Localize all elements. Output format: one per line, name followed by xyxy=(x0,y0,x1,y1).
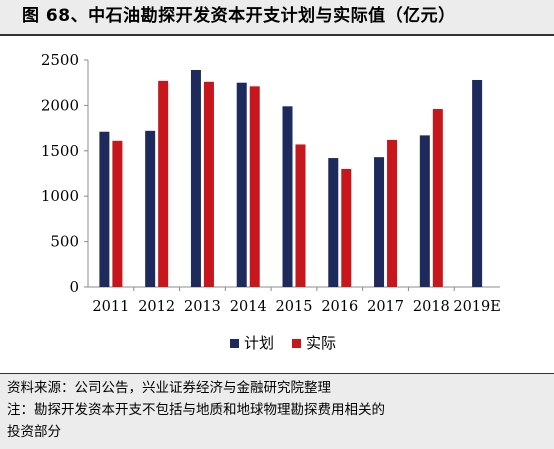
bar-plan-2019E xyxy=(472,79,483,287)
legend-swatch-plan xyxy=(230,339,239,348)
bar-actual-2013 xyxy=(203,81,214,288)
x-tick-label: 2016 xyxy=(321,299,358,315)
bar-plan-2011 xyxy=(99,131,110,287)
bar-plan-2013 xyxy=(190,69,201,287)
bar-plan-2016 xyxy=(328,158,339,287)
x-tick-label: 2012 xyxy=(138,299,175,315)
y-tick-label: 2500 xyxy=(41,51,79,69)
title-bar: 图 68、中石油勘探开发资本开支计划与实际值（亿元） xyxy=(0,0,554,34)
bar-actual-2016 xyxy=(341,168,352,287)
y-tick-label: 500 xyxy=(50,233,79,251)
legend-swatch-actual xyxy=(292,339,301,348)
x-tick-label: 2013 xyxy=(184,299,221,315)
bar-actual-2011 xyxy=(112,140,123,287)
source-text: 资料来源：公司公告，兴业证券经济与金融研究院整理 xyxy=(7,380,331,396)
bar-actual-2015 xyxy=(295,144,306,287)
y-tick-label: 1500 xyxy=(41,142,79,160)
bar-plan-2012 xyxy=(145,130,156,287)
bar-actual-2017 xyxy=(387,139,398,287)
legend-label-plan: 计划 xyxy=(244,334,274,352)
bar-chart: 0 500 1000 1500 2000 2500 2011 2012 2013 2014 2015… xyxy=(41,51,501,352)
x-tick-label: 2014 xyxy=(230,299,267,315)
x-tick-label: 2017 xyxy=(367,299,404,315)
note-text-line2: 投资部分 xyxy=(7,424,61,440)
x-tick-label: 2011 xyxy=(92,299,129,315)
note-text-line1: 注：勘探开发资本开支不包括与地质和地球物理勘探费用相关的 xyxy=(7,402,385,418)
y-tick-label: 0 xyxy=(69,278,79,296)
chart-labels: 0 500 1000 1500 2000 2500 2011 2012 2013 2014 2015… xyxy=(41,51,501,315)
bar-plan-2015 xyxy=(282,106,293,287)
x-tick-label: 2019E xyxy=(453,299,501,315)
bar-plan-2017 xyxy=(374,157,385,287)
chart-title: 图 68、中石油勘探开发资本开支计划与实际值（亿元） xyxy=(22,6,456,26)
chart-axes xyxy=(84,59,500,291)
chart-bars xyxy=(99,69,483,288)
chart-legend: 计划 实际 xyxy=(230,334,336,352)
x-tick-label: 2015 xyxy=(276,299,313,315)
legend-label-actual: 实际 xyxy=(306,334,336,352)
y-tick-label: 1000 xyxy=(41,187,79,205)
bar-plan-2014 xyxy=(236,82,247,287)
y-tick-label: 2000 xyxy=(41,96,79,114)
footer-rule xyxy=(0,373,554,375)
bar-actual-2014 xyxy=(249,86,260,287)
bar-actual-2012 xyxy=(158,80,169,287)
title-underline xyxy=(0,34,554,36)
bar-actual-2018 xyxy=(432,109,443,287)
x-tick-label: 2018 xyxy=(413,299,450,315)
footer: 资料来源：公司公告，兴业证券经济与金融研究院整理 注：勘探开发资本开支不包括与地… xyxy=(0,374,554,449)
bar-plan-2018 xyxy=(419,135,430,287)
